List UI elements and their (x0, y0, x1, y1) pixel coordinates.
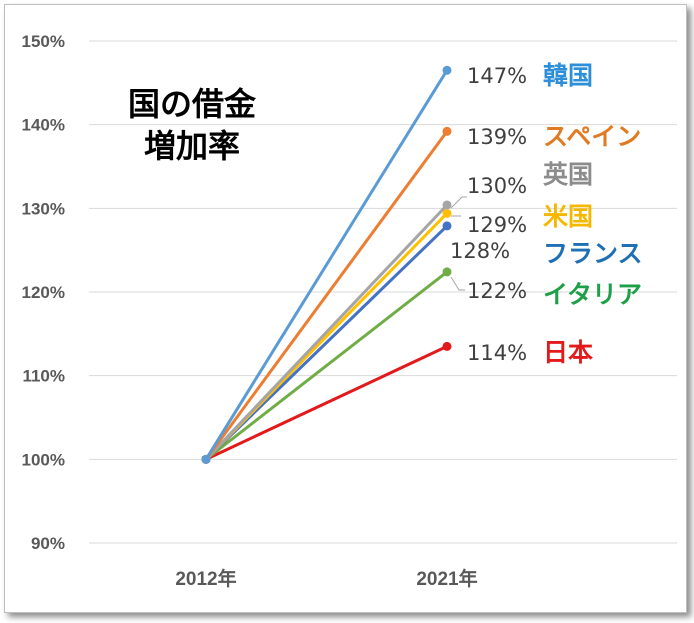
series-line (205, 345, 448, 461)
y-tick-label: 150% (22, 32, 65, 51)
data-point (442, 341, 452, 351)
series-line (204, 69, 449, 461)
chart-title: 国の借金 増加率 (97, 83, 287, 167)
x-category-label: 2012年 (175, 567, 236, 590)
leader-lines (450, 196, 467, 291)
leader-line (450, 196, 467, 209)
leader-line (450, 276, 465, 291)
y-tick-label: 100% (22, 450, 65, 469)
chart-frame: 90% 100% 110% 120% 130% 140% 150% 2012年 2021年 1… (4, 4, 687, 613)
line-chart: 90% 100% 110% 120% 130% 140% 150% 2012年 2021年 1… (22, 32, 677, 590)
chart-title-line-2: 増加率 (143, 127, 240, 165)
series-name-label: フランス (543, 239, 643, 268)
series-name-label: イタリア (543, 280, 642, 309)
value-label: 114% (467, 341, 527, 365)
series-name-label: 米国 (543, 202, 593, 231)
value-label: 129% (467, 213, 527, 237)
series-line (205, 270, 448, 461)
data-point (442, 200, 452, 210)
value-label: 139% (467, 125, 527, 149)
series-name-label: 英国 (543, 160, 593, 189)
y-tick-label: 120% (22, 283, 65, 302)
data-point (442, 221, 452, 231)
series-lines (201, 65, 452, 464)
series-name-label: スペイン (543, 122, 641, 151)
data-point (442, 126, 452, 136)
data-point (442, 267, 452, 277)
series-line (204, 203, 449, 461)
y-axis-ticks: 90% 100% 110% 120% 130% 140% 150% (22, 32, 65, 553)
value-label: 128% (450, 239, 510, 263)
series-name-label: 日本 (543, 338, 593, 367)
y-tick-label: 130% (22, 199, 65, 218)
data-point (201, 454, 211, 464)
chart-title-line-1: 国の借金 (127, 85, 256, 123)
y-tick-label: 90% (31, 534, 65, 553)
x-category-label: 2021年 (416, 567, 477, 590)
value-label: 147% (467, 64, 527, 88)
y-tick-label: 140% (22, 116, 65, 135)
series-line (204, 130, 449, 461)
value-label: 122% (467, 279, 527, 303)
series-name-label: 韓国 (543, 61, 593, 90)
y-tick-label: 110% (22, 367, 65, 386)
series-labels: 147% 韓国 139% スペイン 130% 英国 129% 米国 128% フランス 122% イタ… (450, 61, 643, 367)
data-point (442, 208, 452, 218)
value-label: 130% (467, 174, 527, 198)
data-point (442, 65, 452, 75)
x-axis-categories: 2012年 2021年 (175, 567, 477, 590)
